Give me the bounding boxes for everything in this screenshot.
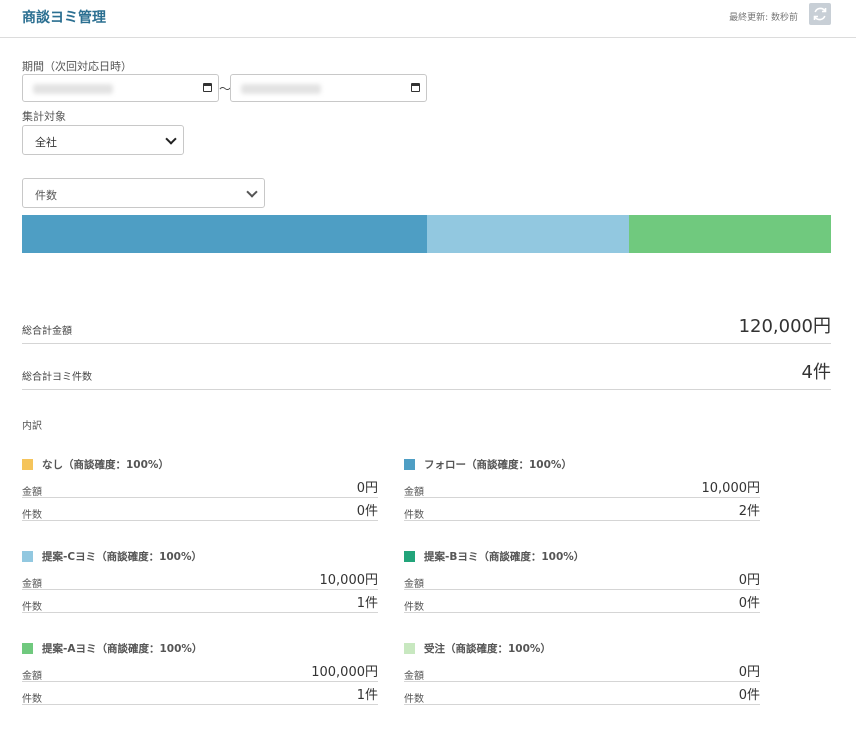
legend-swatch <box>22 551 33 562</box>
count-label: 件数 <box>22 510 42 521</box>
legend-swatch <box>404 643 415 654</box>
bar-segment <box>426 215 629 253</box>
breakdown-title-text: 提案-Bヨミ（商談確度：100%） <box>424 551 585 563</box>
amount-value: 0円 <box>738 665 760 680</box>
breakdown-count-row: 件数 1件 <box>22 590 378 613</box>
amount-value: 10,000円 <box>319 573 379 588</box>
amount-value: 0円 <box>738 573 760 588</box>
breakdown-count-row: 件数 0件 <box>404 682 760 705</box>
amount-label: 金額 <box>404 671 424 682</box>
breakdown-title-text: なし（商談確度：100%） <box>42 459 169 471</box>
breakdown-title-text: 提案-Cヨミ（商談確度：100%） <box>42 551 203 563</box>
breakdown-amount-row: 金額 0円 <box>22 475 378 498</box>
last-updated-text: 最終更新: 数秒前 <box>729 13 798 23</box>
period-label: 期間（次回対応日時） <box>22 60 132 73</box>
breakdown-count-row: 件数 0件 <box>404 590 760 613</box>
count-value: 2件 <box>738 504 760 519</box>
breakdown-count-row: 件数 2件 <box>404 498 760 521</box>
target-select[interactable]: 全社 <box>22 125 184 155</box>
bar-segment <box>22 215 427 253</box>
total-count-value: 4件 <box>801 362 831 383</box>
breakdown-amount-row: 金額 10,000円 <box>22 567 378 590</box>
count-label: 件数 <box>404 510 424 521</box>
count-value: 1件 <box>356 596 378 611</box>
page-title: 商談ヨミ管理 <box>22 10 106 26</box>
breakdown-card: 提案-Aヨミ（商談確度：100%） 金額 100,000円件数 1件 <box>22 641 378 705</box>
range-separator: 〜 <box>219 82 232 96</box>
breakdown-heading: 内訳 <box>22 421 42 432</box>
amount-label: 金額 <box>22 579 42 590</box>
total-amount-value: 120,000円 <box>738 316 831 337</box>
breakdown-amount-row: 金額 100,000円 <box>22 659 378 682</box>
total-count-row: 総合計ヨミ件数 4件 <box>22 358 831 390</box>
end-date-input[interactable] <box>230 74 427 102</box>
chevron-down-icon <box>246 186 258 198</box>
amount-value: 10,000円 <box>701 481 761 496</box>
breakdown-card: なし（商談確度：100%） 金額 0円件数 0件 <box>22 457 378 521</box>
breakdown-card: 提案-Bヨミ（商談確度：100%） 金額 0円件数 0件 <box>404 549 760 613</box>
count-value: 0件 <box>738 596 760 611</box>
breakdown-title: フォロー（商談確度：100%） <box>404 457 760 471</box>
breakdown-title: なし（商談確度：100%） <box>22 457 378 471</box>
target-label: 集計対象 <box>22 110 66 123</box>
amount-value: 0円 <box>356 481 378 496</box>
breakdown-count-row: 件数 0件 <box>22 498 378 521</box>
legend-swatch <box>22 643 33 654</box>
stacked-bar <box>22 215 831 253</box>
target-select-value: 全社 <box>35 136 57 149</box>
legend-swatch <box>404 459 415 470</box>
breakdown-title: 提案-Cヨミ（商談確度：100%） <box>22 549 378 563</box>
breakdown-title-text: フォロー（商談確度：100%） <box>424 459 572 471</box>
breakdown-title-text: 提案-Aヨミ（商談確度：100%） <box>42 643 203 655</box>
total-count-label: 総合計ヨミ件数 <box>22 372 92 383</box>
breakdown-amount-row: 金額 0円 <box>404 659 760 682</box>
chevron-down-icon <box>165 133 177 145</box>
legend-swatch <box>22 459 33 470</box>
calendar-icon[interactable] <box>411 83 420 92</box>
start-date-value <box>33 84 113 94</box>
refresh-icon <box>813 7 827 21</box>
page-header: 商談ヨミ管理 最終更新: 数秒前 <box>0 0 856 38</box>
refresh-button[interactable] <box>809 3 831 25</box>
breakdown-card: フォロー（商談確度：100%） 金額 10,000円件数 2件 <box>404 457 760 521</box>
count-label: 件数 <box>22 694 42 705</box>
calendar-icon[interactable] <box>203 83 212 92</box>
legend-swatch <box>404 551 415 562</box>
breakdown-amount-row: 金額 10,000円 <box>404 475 760 498</box>
start-date-input[interactable] <box>22 74 219 102</box>
breakdown-card: 受注（商談確度：100%） 金額 0円件数 0件 <box>404 641 760 705</box>
count-value: 0件 <box>356 504 378 519</box>
breakdown-title: 提案-Bヨミ（商談確度：100%） <box>404 549 760 563</box>
amount-label: 金額 <box>22 671 42 682</box>
total-amount-label: 総合計金額 <box>22 326 72 337</box>
total-amount-row: 総合計金額 120,000円 <box>22 312 831 344</box>
amount-label: 金額 <box>404 579 424 590</box>
count-value: 0件 <box>738 688 760 703</box>
count-label: 件数 <box>22 602 42 613</box>
count-value: 1件 <box>356 688 378 703</box>
amount-label: 金額 <box>22 487 42 498</box>
end-date-value <box>241 84 321 94</box>
breakdown-title: 受注（商談確度：100%） <box>404 641 760 655</box>
breakdown-amount-row: 金額 0円 <box>404 567 760 590</box>
count-label: 件数 <box>404 694 424 705</box>
metric-select[interactable]: 件数 <box>22 178 265 208</box>
breakdown-count-row: 件数 1件 <box>22 682 378 705</box>
breakdown-title: 提案-Aヨミ（商談確度：100%） <box>22 641 378 655</box>
breakdown-title-text: 受注（商談確度：100%） <box>424 643 551 655</box>
metric-select-value: 件数 <box>35 189 57 202</box>
breakdown-card: 提案-Cヨミ（商談確度：100%） 金額 10,000円件数 1件 <box>22 549 378 613</box>
bar-segment <box>628 215 831 253</box>
amount-label: 金額 <box>404 487 424 498</box>
count-label: 件数 <box>404 602 424 613</box>
amount-value: 100,000円 <box>311 665 378 680</box>
